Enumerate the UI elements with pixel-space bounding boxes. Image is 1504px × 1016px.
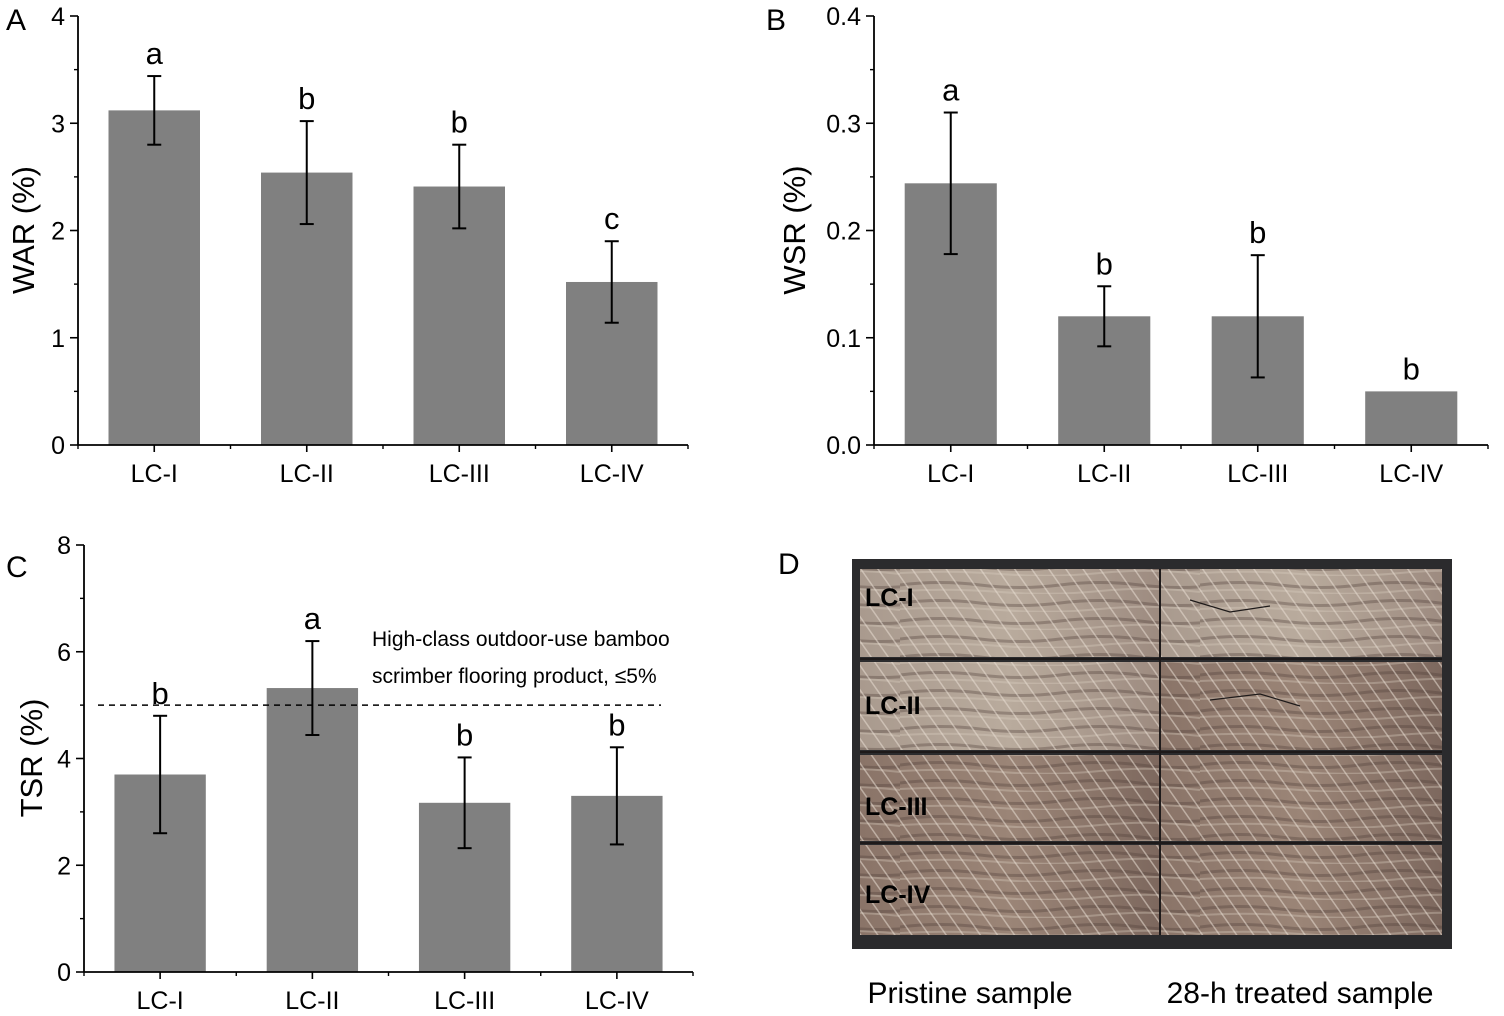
panel-c-letter-lc-iv: b bbox=[608, 707, 625, 742]
panel-c-letter-lc-i: b bbox=[152, 676, 169, 711]
photo-label-lc-ii: LC-II bbox=[865, 692, 921, 720]
treated-sample-stack bbox=[1160, 569, 1442, 935]
panel-b-letter-lc-iii: b bbox=[1249, 215, 1266, 250]
panel-c-ytick-label: 2 bbox=[57, 852, 71, 880]
panel-a-letter: A bbox=[6, 4, 26, 37]
panel-c-plot-area: b LC-I a LC-II b LC-III b LC-IV 0 2 4 6 8 bbox=[57, 532, 694, 1015]
panel-b-xtick-label-lc-iii: LC-III bbox=[1227, 460, 1288, 488]
pristine-sample-stack bbox=[860, 569, 1160, 935]
panel-b-xtick-label-lc-i: LC-I bbox=[927, 460, 974, 488]
panel-c-ytick-label: 4 bbox=[57, 746, 71, 774]
panel-c-xtick-label-lc-i: LC-I bbox=[137, 987, 184, 1015]
panel-c-ytick-label: 0 bbox=[57, 959, 71, 987]
panel-b-ytick-label: 0.4 bbox=[826, 3, 861, 31]
panel-a-xtick-label-lc-ii: LC-II bbox=[280, 460, 334, 488]
panel-b-xtick-label-lc-iv: LC-IV bbox=[1379, 460, 1443, 488]
caption-treated-sample: 28-h treated sample bbox=[1167, 977, 1434, 1010]
panel-a-bar-lc-iii bbox=[413, 186, 505, 445]
panel-b-xtick-label-lc-ii: LC-II bbox=[1077, 460, 1131, 488]
panel-b-ytick-label: 0.0 bbox=[826, 432, 861, 460]
panel-b-plot-area: a LC-I b LC-II b LC-III b LC-IV 0.0 0.1 0.2 0.3 0.4 bbox=[826, 3, 1489, 488]
photo-label-lc-iii: LC-III bbox=[865, 793, 928, 821]
panel-c-chart: C TSR (%) bLC-IaLC-IIbLC-IIIbLC-IV02468 … bbox=[6, 532, 694, 1015]
panel-a-plot-area: a LC-I b LC-II b LC-III c LC-IV 0 1 2 3 4 bbox=[51, 3, 689, 488]
panel-b-ytick-label: 0.3 bbox=[826, 110, 861, 138]
panel-a-letter-lc-iii: b bbox=[451, 105, 468, 140]
panel-b-letter-lc-iv: b bbox=[1403, 351, 1420, 386]
panel-b-ylabel: WSR (%) bbox=[777, 165, 812, 294]
panel-a-ytick-label: 4 bbox=[51, 3, 65, 31]
panel-c-letter-lc-iii: b bbox=[456, 717, 473, 752]
panel-a-bar-lc-i bbox=[108, 110, 200, 445]
photo-label-lc-i: LC-I bbox=[865, 584, 914, 612]
panel-c-annotation-line-2: scrimber flooring product, ≤5% bbox=[372, 665, 657, 688]
photo-label-lc-iv: LC-IV bbox=[865, 881, 931, 909]
panel-c-ytick-label: 6 bbox=[57, 639, 71, 667]
panel-a-letter-lc-ii: b bbox=[298, 81, 315, 116]
panel-c-letter: C bbox=[6, 551, 28, 584]
panel-a-ytick-label: 3 bbox=[51, 110, 65, 138]
panel-b-chart: B WSR (%) a LC-I b LC-II b LC-III b LC-IV 0.0 0.1… bbox=[766, 3, 1489, 488]
panel-a-xtick-label-lc-i: LC-I bbox=[131, 460, 178, 488]
panel-c-ytick-label: 8 bbox=[57, 532, 71, 560]
panel-b-bar-lc-iv bbox=[1365, 391, 1458, 445]
panel-c-ylabel: TSR (%) bbox=[14, 699, 49, 818]
panel-d-photo: D bbox=[778, 548, 1452, 1010]
panel-a-xtick-label-lc-iii: LC-III bbox=[429, 460, 490, 488]
panel-b-letter: B bbox=[766, 4, 786, 37]
panel-b-letter-lc-ii: b bbox=[1096, 246, 1113, 281]
panel-a-ytick-label: 1 bbox=[51, 325, 65, 353]
sample-seams bbox=[860, 569, 1442, 935]
panel-d-letter: D bbox=[778, 548, 800, 581]
panel-c-xtick-label-lc-iii: LC-III bbox=[434, 987, 495, 1015]
panel-c-xtick-label-lc-ii: LC-II bbox=[285, 987, 339, 1015]
panel-a-ylabel: WAR (%) bbox=[6, 166, 41, 294]
panel-a-chart: A WAR (%) a LC-I b LC-II b LC-III c LC-IV 0 1 2 3 4 bbox=[6, 3, 689, 488]
panel-c-xtick-label-lc-iv: LC-IV bbox=[585, 987, 649, 1015]
panel-c-letter-lc-ii: a bbox=[304, 601, 322, 636]
panel-a-letter-lc-i: a bbox=[146, 36, 164, 71]
panel-b-ytick-label: 0.2 bbox=[826, 218, 861, 246]
panel-b-ytick-label: 0.1 bbox=[826, 325, 861, 353]
panel-a-ytick-label: 0 bbox=[51, 432, 65, 460]
panel-a-letter-lc-iv: c bbox=[604, 201, 620, 236]
panel-a-xtick-label-lc-iv: LC-IV bbox=[580, 460, 644, 488]
panel-a-ytick-label: 2 bbox=[51, 218, 65, 246]
panel-b-letter-lc-i: a bbox=[942, 73, 960, 108]
panel-c-annotation-line-1: High-class outdoor-use bamboo bbox=[372, 628, 670, 651]
caption-pristine-sample: Pristine sample bbox=[867, 977, 1072, 1010]
